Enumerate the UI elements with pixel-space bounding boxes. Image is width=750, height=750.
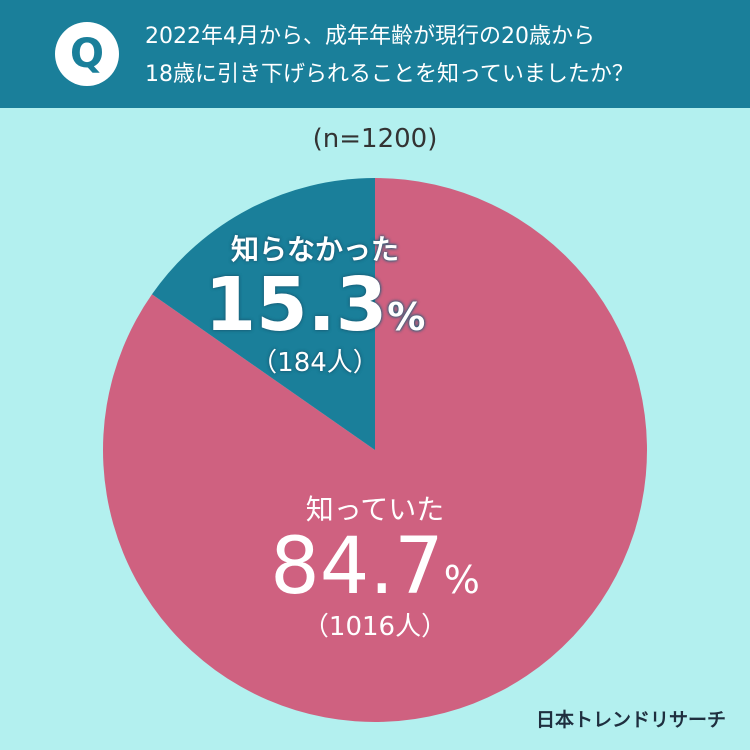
question-line-2: 18歳に引き下げられることを知っていましたか？ [145,62,634,87]
label-unknown-percent: 15.3% [204,262,426,348]
label-known: 知っていた 84.7% （1016人） [255,488,495,643]
label-known-count: （1016人） [302,612,448,642]
brand-logo-text: 日本トレンドリサーチ [535,709,726,731]
sample-size: (n=1200) [312,124,438,154]
label-known-name: 知っていた [305,493,445,526]
question-badge: Q [55,22,119,86]
question-line-1: 2022年4月から、成年年齢が現行の20歳から [145,24,595,49]
label-unknown: 知らなかった 15.3% （184人） [200,228,430,379]
label-unknown-percent-value: 15.3 [204,262,388,348]
pie-slice-known [102,178,647,723]
pie-slice-unknown [151,178,375,450]
label-unknown-name: 知らなかった [230,233,399,266]
label-known-percent: 84.7% [270,522,480,612]
label-unknown-count: （184人） [251,348,379,378]
question-header: Q 2022年4月から、成年年齢が現行の20歳から 18歳に引き下げられることを… [0,0,750,108]
question-text: 2022年4月から、成年年齢が現行の20歳から 18歳に引き下げられることを知っ… [145,18,725,94]
label-known-percent-value: 84.7 [270,522,444,612]
